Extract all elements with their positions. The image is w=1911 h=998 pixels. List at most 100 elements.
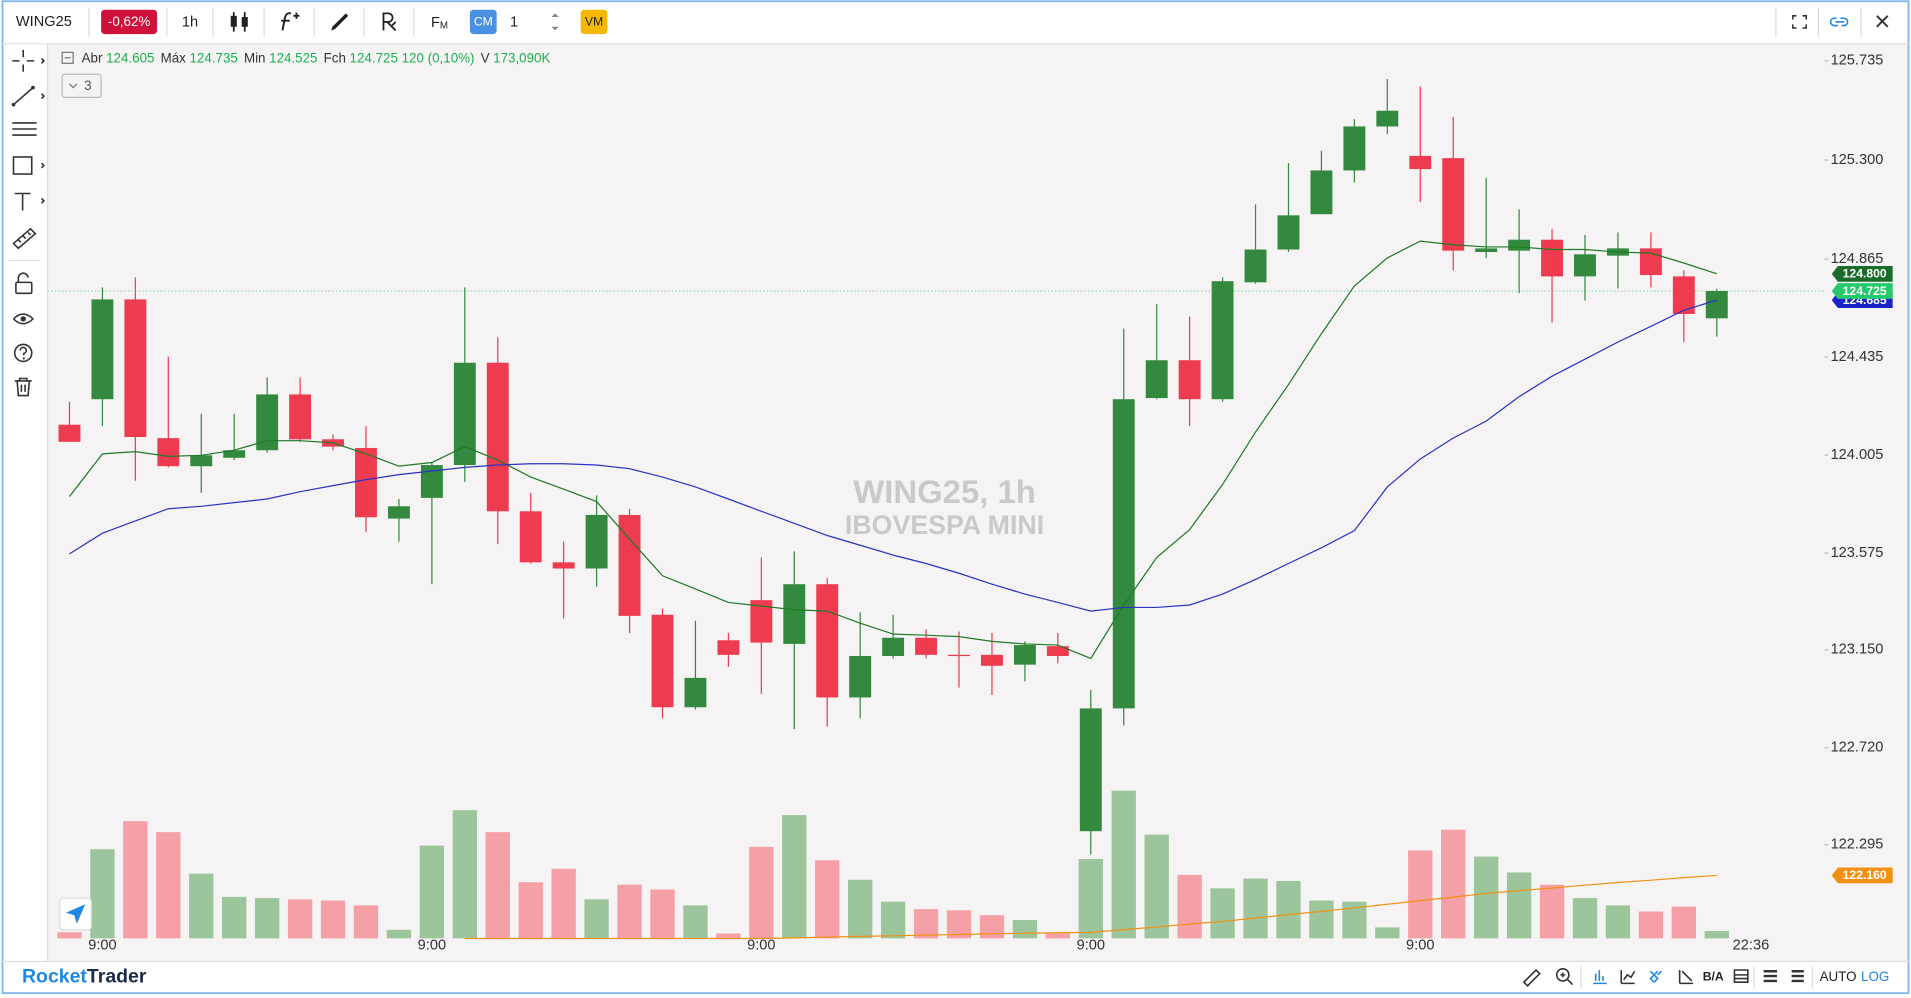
ruler-button[interactable] (1522, 968, 1541, 987)
lock-tool[interactable] (15, 272, 33, 295)
candle-body (1310, 170, 1333, 215)
candle-body (124, 299, 147, 438)
candle-body (1145, 360, 1168, 399)
symbol[interactable]: WING25 (16, 14, 72, 30)
menu-button[interactable] (1763, 970, 1778, 983)
volume-bar (1572, 898, 1598, 939)
indicator-line (68, 240, 1717, 660)
volume-bar (979, 915, 1005, 939)
candle-body (1046, 646, 1069, 656)
volume-button[interactable] (1593, 970, 1607, 985)
y-tick-label: 124.435 (1831, 349, 1884, 365)
volume-bar (848, 879, 873, 939)
replay-button[interactable] (382, 12, 397, 32)
interval[interactable]: 1h (182, 14, 198, 30)
candle-body (948, 654, 970, 657)
fullscreen-button[interactable] (1792, 15, 1808, 29)
volume-bar (1177, 874, 1202, 939)
volume-bar (57, 932, 82, 939)
candle-body (1079, 708, 1102, 832)
candle-body (1475, 248, 1498, 253)
volume-bar (353, 905, 379, 939)
link-button[interactable] (1829, 17, 1849, 27)
fm-button[interactable]: FM (431, 15, 448, 31)
zoom-button[interactable] (1555, 967, 1574, 986)
price-tag (1831, 265, 1893, 282)
legend-collapse[interactable] (61, 51, 74, 64)
volume-bar (1111, 790, 1136, 939)
brand-b: Trader (87, 965, 147, 987)
volume-bar (254, 898, 280, 939)
indicator-button[interactable] (1620, 970, 1636, 985)
ba-button[interactable]: B/A (1703, 970, 1724, 984)
volume-bar (1012, 920, 1038, 939)
watermark-subtitle: IBOVESPA MINI (845, 510, 1044, 540)
volume-bar (617, 884, 642, 939)
draw-button[interactable] (331, 13, 349, 31)
log-scale[interactable]: LOG (1861, 969, 1889, 984)
volume-bar (584, 899, 609, 939)
quantity[interactable]: 1 (510, 14, 518, 30)
line-tool[interactable] (11, 85, 46, 107)
volume-bar (815, 860, 840, 939)
volume-bar (320, 900, 346, 939)
candle-body (1277, 215, 1300, 250)
shape-tool[interactable] (12, 156, 46, 175)
indicator-toggle[interactable] (61, 73, 102, 98)
legend-value: 124.725 120 (0,10%) (350, 50, 475, 65)
fib-tool[interactable] (12, 122, 37, 136)
help-tool[interactable] (13, 343, 33, 363)
dom-button[interactable] (1733, 969, 1749, 983)
candle-body (1705, 290, 1728, 319)
candle-body (289, 394, 312, 440)
trend-button[interactable] (1678, 970, 1694, 985)
candle-body (157, 438, 180, 467)
volume-bar (123, 821, 148, 939)
volume-bar (880, 901, 906, 939)
delete-tool[interactable] (14, 377, 32, 397)
visibility-tool[interactable] (12, 313, 35, 325)
x-tick-label: 9:00 (747, 938, 775, 954)
candle-body (915, 637, 938, 655)
candle-body (750, 600, 773, 643)
indicator-chevron (69, 83, 78, 89)
volume-bar (1045, 933, 1071, 939)
volume-bar (287, 899, 313, 939)
ruler-tool[interactable] (12, 227, 37, 250)
legend-label: Abr (82, 50, 103, 65)
y-tick-label: 125.300 (1831, 152, 1884, 168)
candle-body (1574, 254, 1596, 277)
volume-bar (1309, 900, 1334, 939)
y-tick-label: 124.865 (1831, 251, 1884, 267)
x-tick-label: 9:00 (1406, 938, 1434, 954)
candle-body (420, 465, 443, 498)
text-tool[interactable] (14, 192, 46, 211)
candle-body (91, 299, 114, 400)
volume-bar (683, 905, 708, 939)
cm-badge[interactable] (469, 9, 497, 35)
candle-body (453, 362, 476, 466)
list-button[interactable] (1791, 970, 1804, 983)
book-button[interactable] (1649, 970, 1662, 983)
auto-scale[interactable]: AUTO (1820, 969, 1857, 984)
plot: 125.735 125.300 124.865 124.435 124.005 123.5… (47, 53, 1893, 954)
volume-bar (1441, 829, 1466, 939)
crosshair-tool[interactable] (12, 49, 46, 72)
quantity-spinner[interactable] (551, 13, 559, 31)
volume-bar (452, 810, 477, 939)
volume-bar (551, 868, 576, 939)
indicators-button[interactable] (281, 12, 300, 31)
vm-badge[interactable] (580, 9, 608, 35)
candle-body (1343, 126, 1366, 171)
volume-bar (1210, 888, 1235, 939)
candle-type-button[interactable] (230, 12, 248, 32)
y-tick-label: 125.735 (1831, 53, 1884, 69)
ohlc-legend: Abr 124.605 Máx 124.735 Min 124.525 Fch 124.725… (82, 50, 551, 65)
candle-body (882, 637, 905, 656)
volume-bar (716, 933, 741, 939)
candle-body (1244, 249, 1267, 283)
close-button[interactable] (1876, 15, 1889, 28)
candle-body (1672, 276, 1695, 314)
